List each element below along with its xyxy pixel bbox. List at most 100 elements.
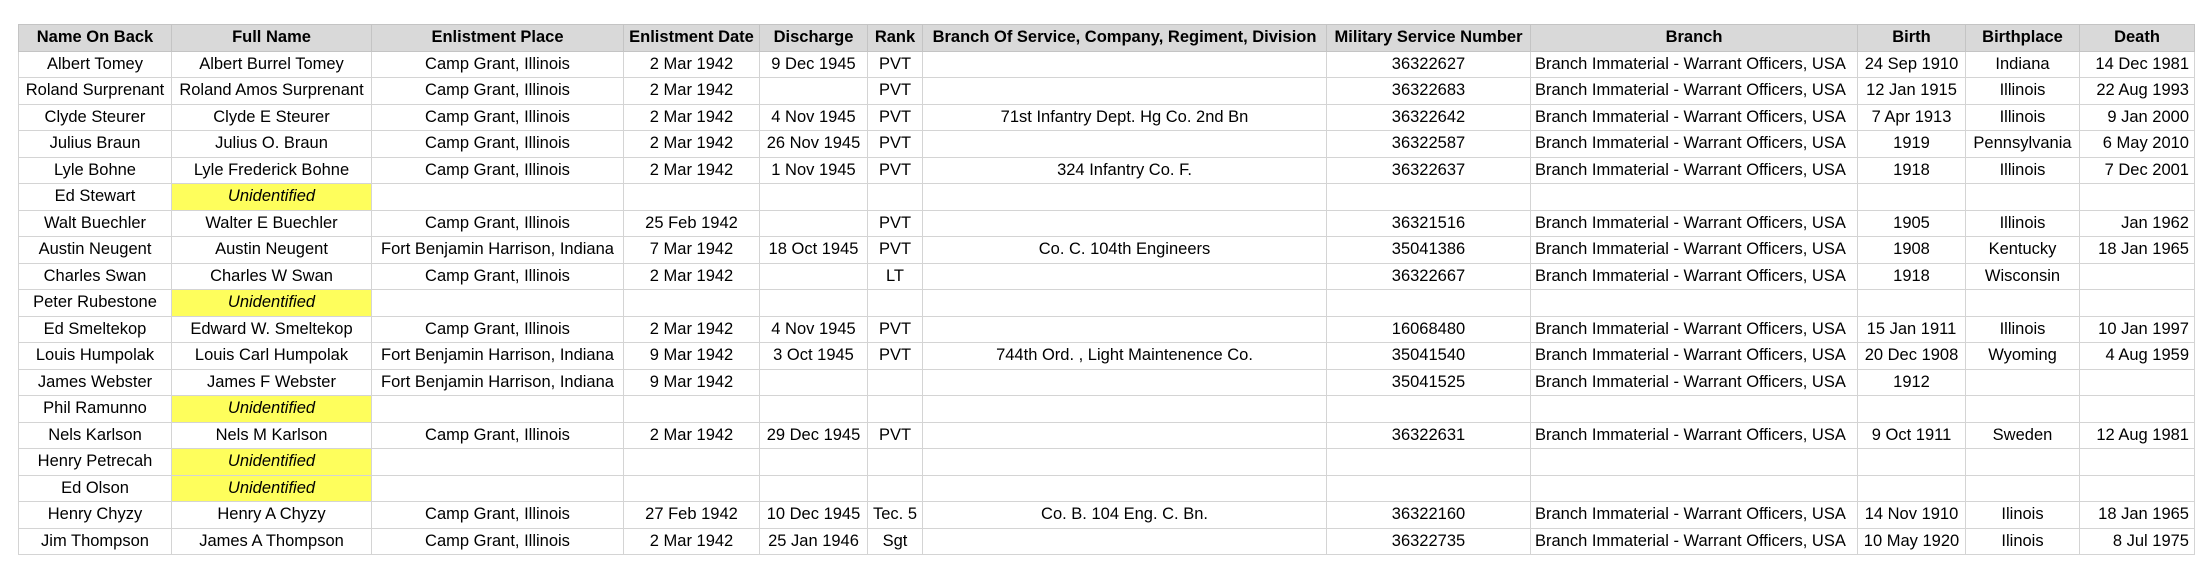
table-cell[interactable]: Camp Grant, Illinois: [371, 527, 624, 555]
table-cell[interactable]: 9 Jan 2000: [2079, 103, 2195, 131]
table-cell[interactable]: PVT: [867, 103, 923, 131]
table-cell[interactable]: Camp Grant, Illinois: [371, 50, 624, 78]
table-cell[interactable]: Roland Surprenant: [18, 77, 172, 105]
table-cell[interactable]: [922, 50, 1327, 78]
table-cell[interactable]: 1 Nov 1945: [759, 156, 868, 184]
column-header[interactable]: Military Service Number: [1326, 24, 1531, 52]
column-header[interactable]: Full Name: [171, 24, 372, 52]
table-cell[interactable]: 25 Feb 1942: [623, 209, 760, 237]
table-cell[interactable]: 2 Mar 1942: [623, 50, 760, 78]
table-cell[interactable]: [2079, 368, 2195, 396]
table-cell[interactable]: 24 Sep 1910: [1857, 50, 1966, 78]
table-cell[interactable]: Sweden: [1965, 421, 2080, 449]
table-cell[interactable]: 18 Jan 1965: [2079, 236, 2195, 264]
table-cell[interactable]: [922, 368, 1327, 396]
table-cell[interactable]: [2079, 474, 2195, 502]
table-cell[interactable]: [1857, 448, 1966, 476]
table-cell[interactable]: Lyle Bohne: [18, 156, 172, 184]
table-cell[interactable]: Nels M Karlson: [171, 421, 372, 449]
table-cell[interactable]: 10 Dec 1945: [759, 501, 868, 529]
table-cell[interactable]: James Webster: [18, 368, 172, 396]
table-cell[interactable]: Sgt: [867, 527, 923, 555]
table-cell[interactable]: [1965, 183, 2080, 211]
table-cell[interactable]: PVT: [867, 315, 923, 343]
table-cell[interactable]: 36322627: [1326, 50, 1531, 78]
table-cell[interactable]: Branch Immaterial - Warrant Officers, US…: [1530, 130, 1858, 158]
table-cell[interactable]: [922, 421, 1327, 449]
column-header[interactable]: Rank: [867, 24, 923, 52]
table-cell[interactable]: 29 Dec 1945: [759, 421, 868, 449]
table-cell[interactable]: [922, 474, 1327, 502]
table-cell[interactable]: Branch Immaterial - Warrant Officers, US…: [1530, 77, 1858, 105]
table-cell[interactable]: 26 Nov 1945: [759, 130, 868, 158]
table-cell[interactable]: 36322637: [1326, 156, 1531, 184]
table-cell[interactable]: Unidentified: [171, 183, 372, 211]
table-cell[interactable]: Camp Grant, Illinois: [371, 501, 624, 529]
table-cell[interactable]: [759, 474, 868, 502]
table-cell[interactable]: 18 Jan 1965: [2079, 501, 2195, 529]
table-cell[interactable]: 36322631: [1326, 421, 1531, 449]
table-cell[interactable]: 7 Apr 1913: [1857, 103, 1966, 131]
table-cell[interactable]: 2 Mar 1942: [623, 315, 760, 343]
table-cell[interactable]: [1530, 474, 1858, 502]
table-cell[interactable]: Walt Buechler: [18, 209, 172, 237]
table-cell[interactable]: [922, 315, 1327, 343]
table-cell[interactable]: [922, 209, 1327, 237]
table-cell[interactable]: Branch Immaterial - Warrant Officers, US…: [1530, 342, 1858, 370]
table-cell[interactable]: 22 Aug 1993: [2079, 77, 2195, 105]
table-cell[interactable]: [1965, 368, 2080, 396]
table-cell[interactable]: 2 Mar 1942: [623, 421, 760, 449]
table-cell[interactable]: 4 Nov 1945: [759, 103, 868, 131]
table-cell[interactable]: Phil Ramunno: [18, 395, 172, 423]
table-cell[interactable]: [1857, 474, 1966, 502]
table-cell[interactable]: [623, 395, 760, 423]
table-cell[interactable]: 36322735: [1326, 527, 1531, 555]
table-cell[interactable]: PVT: [867, 130, 923, 158]
table-cell[interactable]: Camp Grant, Illinois: [371, 103, 624, 131]
table-cell[interactable]: Branch Immaterial - Warrant Officers, US…: [1530, 527, 1858, 555]
table-cell[interactable]: [371, 183, 624, 211]
table-cell[interactable]: 14 Nov 1910: [1857, 501, 1966, 529]
table-cell[interactable]: Unidentified: [171, 395, 372, 423]
table-cell[interactable]: Branch Immaterial - Warrant Officers, US…: [1530, 421, 1858, 449]
table-cell[interactable]: Charles W Swan: [171, 262, 372, 290]
table-cell[interactable]: PVT: [867, 77, 923, 105]
table-cell[interactable]: [2079, 262, 2195, 290]
table-cell[interactable]: Illinois: [1965, 103, 2080, 131]
table-cell[interactable]: Julius Braun: [18, 130, 172, 158]
table-cell[interactable]: [1965, 395, 2080, 423]
table-cell[interactable]: Branch Immaterial - Warrant Officers, US…: [1530, 262, 1858, 290]
table-cell[interactable]: Camp Grant, Illinois: [371, 262, 624, 290]
table-cell[interactable]: [1965, 289, 2080, 317]
table-cell[interactable]: [922, 130, 1327, 158]
table-cell[interactable]: 12 Aug 1981: [2079, 421, 2195, 449]
table-cell[interactable]: 1919: [1857, 130, 1966, 158]
table-cell[interactable]: 36321516: [1326, 209, 1531, 237]
table-cell[interactable]: [922, 527, 1327, 555]
table-cell[interactable]: Camp Grant, Illinois: [371, 421, 624, 449]
table-cell[interactable]: [867, 368, 923, 396]
table-cell[interactable]: [1857, 183, 1966, 211]
table-cell[interactable]: [922, 183, 1327, 211]
table-cell[interactable]: James A Thompson: [171, 527, 372, 555]
table-cell[interactable]: [1326, 395, 1531, 423]
table-cell[interactable]: 8 Jul 1975: [2079, 527, 2195, 555]
table-cell[interactable]: [2079, 395, 2195, 423]
table-cell[interactable]: 3 Oct 1945: [759, 342, 868, 370]
table-cell[interactable]: 9 Dec 1945: [759, 50, 868, 78]
table-cell[interactable]: Branch Immaterial - Warrant Officers, US…: [1530, 156, 1858, 184]
table-cell[interactable]: Unidentified: [171, 474, 372, 502]
table-cell[interactable]: PVT: [867, 236, 923, 264]
table-cell[interactable]: 36322642: [1326, 103, 1531, 131]
table-cell[interactable]: Camp Grant, Illinois: [371, 77, 624, 105]
table-cell[interactable]: Clyde E Steurer: [171, 103, 372, 131]
table-cell[interactable]: 1908: [1857, 236, 1966, 264]
table-cell[interactable]: Ed Stewart: [18, 183, 172, 211]
table-cell[interactable]: [867, 289, 923, 317]
column-header[interactable]: Death: [2079, 24, 2195, 52]
table-cell[interactable]: [1965, 448, 2080, 476]
table-cell[interactable]: [1530, 183, 1858, 211]
table-cell[interactable]: [922, 262, 1327, 290]
table-cell[interactable]: [759, 448, 868, 476]
table-cell[interactable]: 25 Jan 1946: [759, 527, 868, 555]
